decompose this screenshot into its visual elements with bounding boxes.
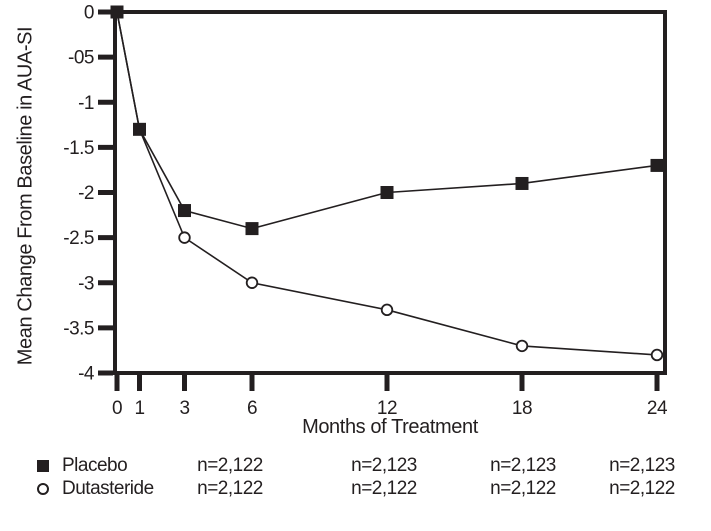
data-point-placebo xyxy=(245,222,259,236)
data-point-dutasteride xyxy=(178,231,191,244)
filled-square-marker-icon xyxy=(37,460,49,472)
y-tick-label: -3.5 xyxy=(63,318,94,339)
data-point-placebo xyxy=(380,186,394,199)
x-tick-label: 18 xyxy=(512,398,532,419)
y-tick-label: -2 xyxy=(78,183,94,204)
data-point-dutasteride xyxy=(650,348,664,362)
series-line-dutasteride xyxy=(116,11,658,356)
y-tick-label: -1 xyxy=(78,93,94,114)
plot-frame xyxy=(113,10,667,375)
y-tick-label: -3 xyxy=(78,273,94,294)
sample-size-cell-dutasteride-3: n=2,122 xyxy=(609,478,675,499)
x-tick-label: 12 xyxy=(377,398,397,419)
x-tick-label: 1 xyxy=(134,398,144,419)
data-point-dutasteride xyxy=(515,339,529,353)
y-tick-label: -2.5 xyxy=(63,228,94,249)
data-point-dutasteride xyxy=(245,276,259,289)
sample-size-cell-dutasteride-1: n=2,122 xyxy=(351,478,417,499)
y-axis-title: Mean Change From Baseline in AUA-SI xyxy=(14,26,37,366)
legend-item-placebo: Placebo xyxy=(37,455,128,477)
sample-size-cell-dutasteride-0: n=2,122 xyxy=(197,478,263,499)
data-point-dutasteride xyxy=(380,303,394,317)
data-point-placebo xyxy=(515,176,529,190)
data-point-placebo xyxy=(178,204,191,218)
legend-label-placebo: Placebo xyxy=(62,455,128,476)
sample-size-cell-placebo-3: n=2,123 xyxy=(609,455,675,476)
x-axis-title: Months of Treatment xyxy=(302,416,478,438)
sample-size-cell-placebo-0: n=2,122 xyxy=(197,455,263,476)
y-tick-label: -1.5 xyxy=(63,138,94,159)
x-tick-label: 3 xyxy=(179,398,189,419)
y-tick-label: 0 xyxy=(84,3,94,24)
legend-label-dutasteride: Dutasteride xyxy=(62,478,154,499)
x-tick-label: 0 xyxy=(112,398,122,419)
x-tick-label: 24 xyxy=(647,398,668,419)
sample-size-cell-dutasteride-2: n=2,122 xyxy=(490,478,556,499)
sample-size-cell-placebo-1: n=2,123 xyxy=(351,455,417,476)
data-point-placebo xyxy=(110,5,124,19)
legend-item-dutasteride: Dutasteride xyxy=(37,478,154,500)
x-tick-label: 6 xyxy=(247,398,257,419)
open-circle-marker-icon xyxy=(37,483,49,495)
data-point-placebo xyxy=(133,122,146,136)
data-point-placebo xyxy=(650,158,664,172)
y-tick-label: -05 xyxy=(68,48,94,69)
sample-size-cell-placebo-2: n=2,123 xyxy=(490,455,556,476)
y-tick-label: -4 xyxy=(78,364,95,385)
